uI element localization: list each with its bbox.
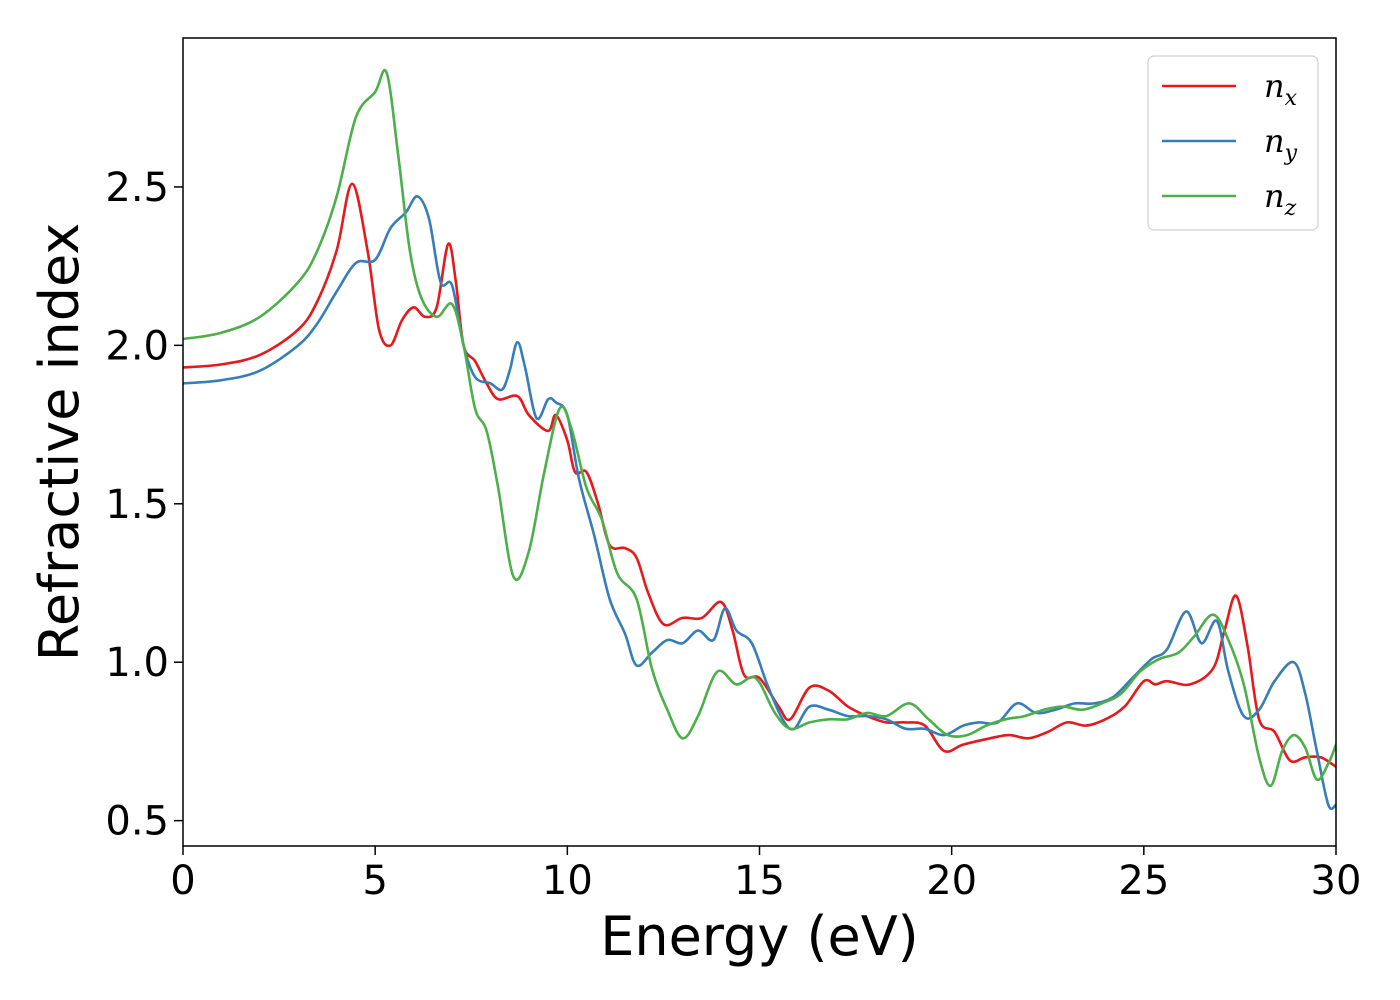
legend-label-z: nz <box>1264 177 1297 221</box>
x-tick-label: 20 <box>926 858 977 904</box>
legend-label-base: n <box>1264 122 1285 160</box>
x-axis: 0 5 10 15 20 25 30 <box>170 846 1361 904</box>
series-line-x <box>183 182 1336 769</box>
legend-box <box>1147 55 1319 231</box>
x-tick-label: 25 <box>1118 858 1169 904</box>
legend-label-base: n <box>1264 177 1285 215</box>
y-axis-title: Refractive index <box>28 223 91 662</box>
y-tick-label: 1.5 <box>105 482 169 528</box>
y-tick-label: 1.0 <box>105 640 169 686</box>
legend-label-y: ny <box>1264 122 1298 166</box>
y-tick-label: 2.0 <box>105 323 169 369</box>
legend-label-subscript: y <box>1284 141 1298 166</box>
x-tick-label: 10 <box>542 858 593 904</box>
y-tick-label: 0.5 <box>105 799 169 845</box>
series-line-z <box>183 69 1336 788</box>
series-line-y <box>183 195 1336 811</box>
plot-lines <box>183 69 1336 811</box>
x-tick-label: 5 <box>362 858 387 904</box>
x-tick-label: 30 <box>1311 858 1362 904</box>
legend-label-subscript: z <box>1284 196 1297 221</box>
y-axis: 0.5 1.0 1.5 2.0 2.5 <box>105 165 183 845</box>
y-tick-label: 2.5 <box>105 165 169 211</box>
legend-label-x: nx <box>1264 67 1298 111</box>
x-tick-label: 15 <box>734 858 785 904</box>
legend-label-subscript: x <box>1285 86 1298 111</box>
legend-label-base: n <box>1264 67 1285 105</box>
x-axis-title: Energy (eV) <box>600 905 919 968</box>
x-tick-label: 0 <box>170 858 195 904</box>
